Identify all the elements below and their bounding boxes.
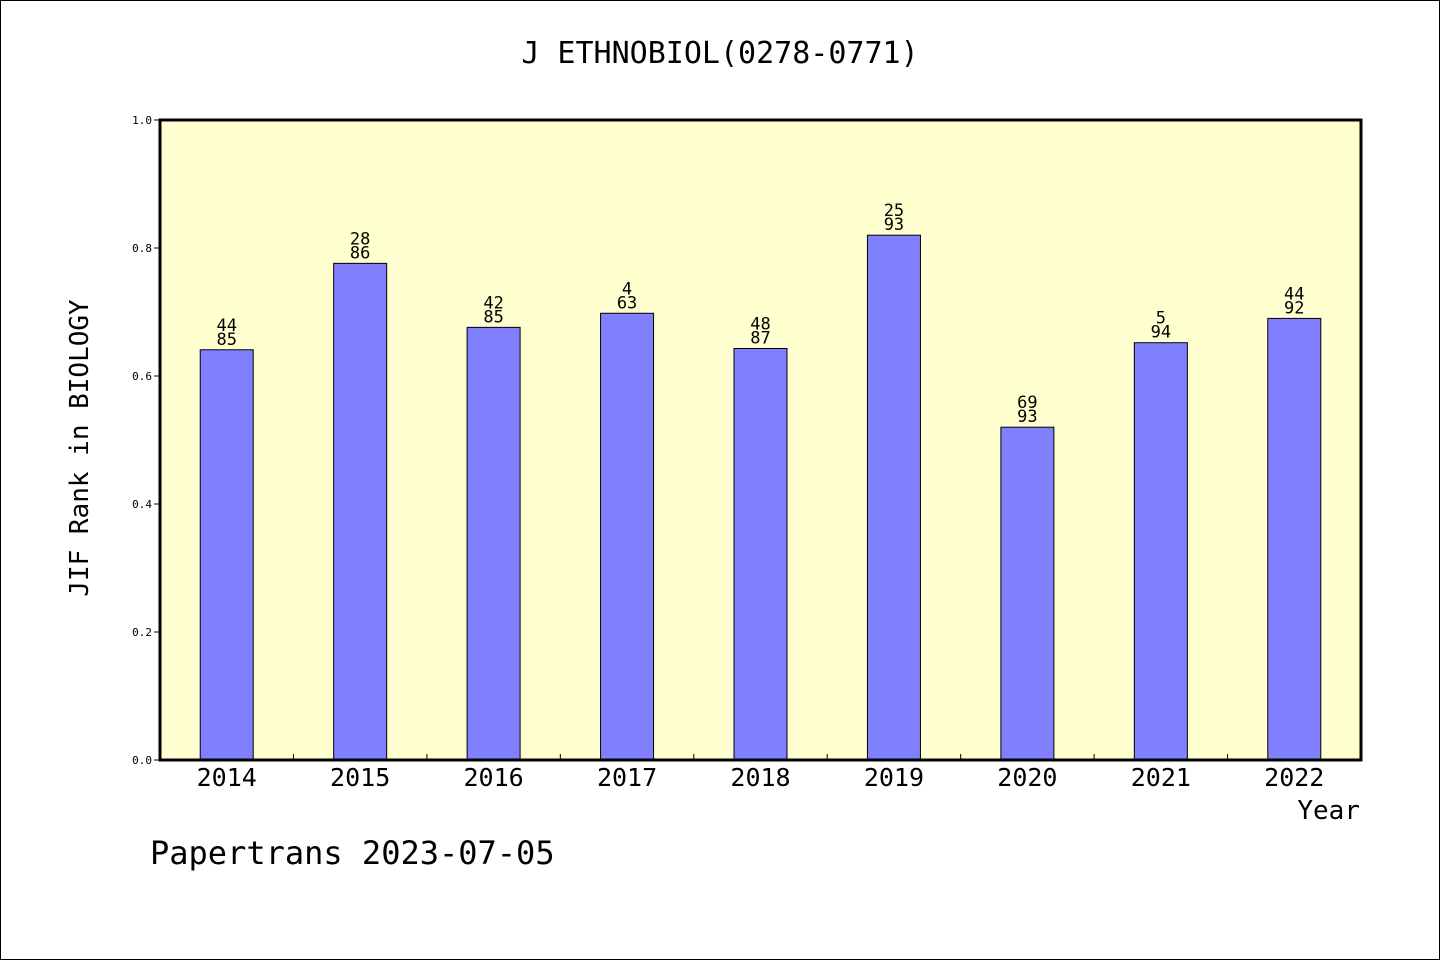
x-tick-label: 2022 — [1264, 763, 1324, 792]
x-tick-label: 2014 — [197, 763, 257, 792]
x-tick-label: 2016 — [464, 763, 524, 792]
y-tick-label: 0.2 — [132, 626, 152, 639]
bar-rank-label: 69 — [1017, 393, 1037, 413]
y-tick-label: 0.0 — [132, 754, 152, 767]
y-tick-label: 1.0 — [132, 114, 152, 127]
bar — [466, 326, 521, 761]
x-tick-label: 2019 — [864, 763, 924, 792]
bar-total-label: 94 — [1151, 323, 1171, 343]
chart-title: J ETHNOBIOL(0278-0771) — [521, 36, 919, 71]
bar — [199, 349, 254, 761]
bar — [333, 262, 388, 761]
y-tick-label: 0.8 — [132, 242, 152, 255]
x-axis-label: Year — [1297, 796, 1360, 826]
x-tick-label: 2020 — [997, 763, 1057, 792]
bar — [866, 234, 921, 761]
bar-rank-label: 5 — [1156, 309, 1166, 329]
x-tick-label: 2018 — [730, 763, 790, 792]
bar-rank-label: 28 — [350, 229, 370, 249]
bar-rank-label: 44 — [216, 316, 236, 336]
footer-credit: Papertrans 2023-07-05 — [150, 834, 555, 872]
bar-rank-label: 44 — [1284, 284, 1304, 304]
y-tick-label: 0.4 — [132, 498, 152, 511]
bar — [733, 347, 788, 761]
bar-total-label: 93 — [1017, 407, 1037, 427]
bar — [1133, 342, 1188, 761]
bar-rank-label: 42 — [483, 293, 503, 313]
plot-border — [158, 118, 1363, 762]
bar — [600, 312, 655, 761]
bar-total-label: 86 — [350, 243, 370, 263]
bar-total-label: 85 — [483, 307, 503, 327]
y-tick-label: 0.6 — [132, 370, 152, 383]
bar-rank-label: 48 — [750, 314, 770, 334]
bar — [1000, 426, 1055, 761]
bar-total-label: 85 — [216, 330, 236, 350]
bar-total-label: 92 — [1284, 298, 1304, 318]
x-tick-label: 2017 — [597, 763, 657, 792]
bar-rank-label: 25 — [884, 201, 904, 221]
bar-total-label: 93 — [884, 215, 904, 235]
x-tick-label: 2021 — [1131, 763, 1191, 792]
x-tick-label: 2015 — [330, 763, 390, 792]
bar — [1267, 317, 1322, 761]
bar-rank-label: 4 — [622, 279, 632, 299]
bar-total-label: 63 — [617, 293, 637, 313]
bar-total-label: 87 — [750, 328, 770, 348]
